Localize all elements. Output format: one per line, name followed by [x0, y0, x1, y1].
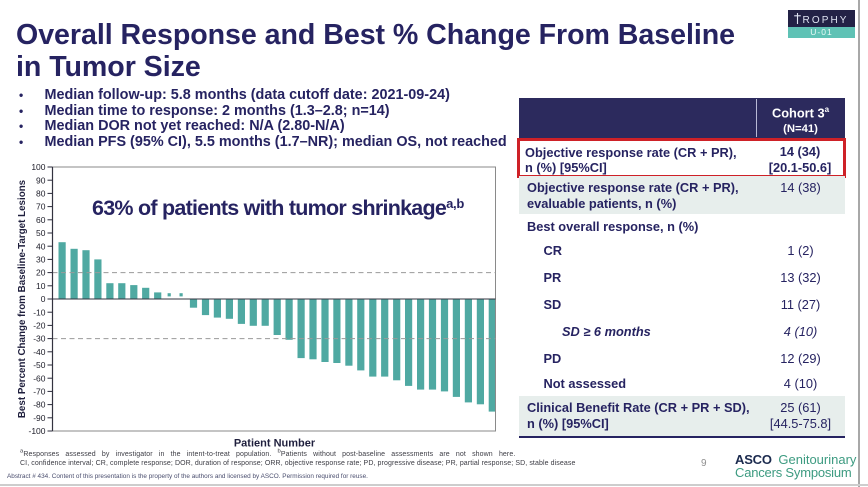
- svg-text:0: 0: [41, 294, 46, 304]
- svg-text:50: 50: [36, 228, 46, 238]
- svg-text:-100: -100: [28, 426, 45, 436]
- svg-text:30: 30: [36, 255, 46, 265]
- svg-text:20: 20: [36, 268, 46, 278]
- svg-text:70: 70: [36, 202, 46, 212]
- svg-text:80: 80: [36, 189, 46, 199]
- svg-text:-70: -70: [33, 387, 46, 397]
- svg-text:100: 100: [31, 162, 45, 172]
- svg-text:-80: -80: [33, 400, 46, 410]
- svg-text:90: 90: [36, 175, 46, 185]
- svg-text:10: 10: [36, 281, 46, 291]
- svg-text:Best Percent Change from Basel: Best Percent Change from Baseline-Target…: [17, 179, 28, 418]
- svg-text:-60: -60: [33, 373, 46, 383]
- svg-text:-40: -40: [33, 347, 46, 357]
- svg-text:-30: -30: [33, 334, 46, 344]
- svg-text:40: 40: [36, 241, 46, 251]
- svg-text:-90: -90: [33, 413, 46, 423]
- svg-text:-20: -20: [33, 321, 46, 331]
- svg-text:Patient Number: Patient Number: [234, 438, 316, 450]
- svg-text:-50: -50: [33, 360, 46, 370]
- svg-text:-10: -10: [33, 307, 46, 317]
- svg-text:ROPHY: ROPHY: [803, 15, 849, 26]
- svg-text:60: 60: [36, 215, 46, 225]
